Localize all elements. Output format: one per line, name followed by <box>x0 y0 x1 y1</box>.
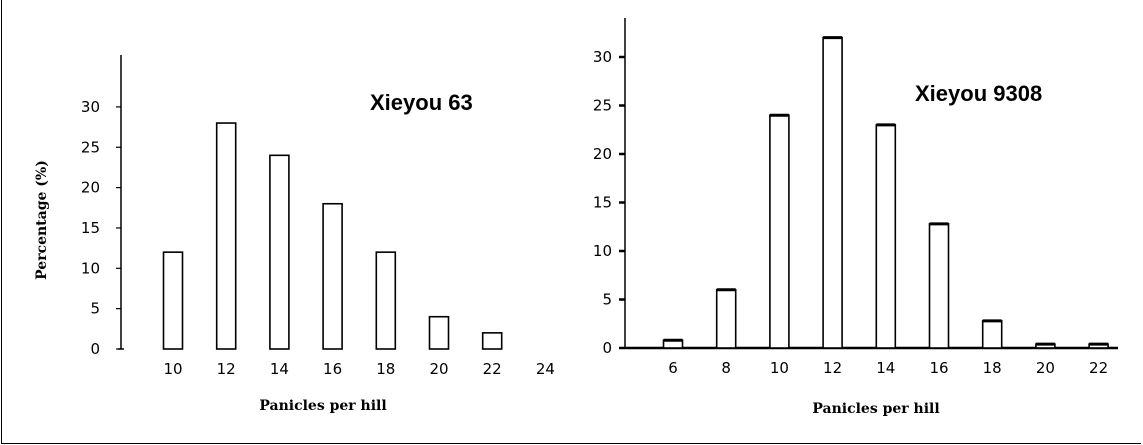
chart-2-x-tick-label: 18 <box>983 359 1002 377</box>
chart-1-bar-20 <box>428 315 450 350</box>
chart-2-bar-10 <box>769 114 790 349</box>
chart-1-x-tick-label: 14 <box>270 360 289 378</box>
chart-1-x-tick-label: 10 <box>163 360 182 378</box>
chart-1-x-tick-label: 18 <box>376 360 395 378</box>
chart-1-x-tick-label: 12 <box>217 360 236 378</box>
chart-2: 051015202530681012141618202224 <box>593 18 1143 377</box>
chart-1-bar-12 <box>215 122 237 350</box>
chart-1-bar-18 <box>375 251 397 350</box>
chart-2-y-tick-label: 20 <box>593 145 612 163</box>
chart-2-bar-18 <box>981 320 1003 349</box>
chart-2-y-tick-label: 30 <box>593 48 612 66</box>
chart-1-y-tick-label: 20 <box>81 179 100 197</box>
chart-1-title: Xieyou 63 <box>370 90 473 115</box>
chart-2-bar-8 <box>715 288 737 349</box>
chart-2-x-tick-label: 12 <box>823 359 842 377</box>
chart-2-x-tick-label: 6 <box>668 359 678 377</box>
chart-2-y-tick-label: 5 <box>602 291 612 309</box>
chart-1: 0 5 10 15 20 25 30 10 12 14 16 18 20 22 24 <box>81 55 555 378</box>
chart-2-title: Xieyou 9308 <box>915 81 1042 106</box>
chart-1-y-tick-label: 5 <box>90 300 100 318</box>
chart-1-xlabel: Panicles per hill <box>259 398 386 414</box>
chart-1-y-tick-label: 10 <box>81 259 100 277</box>
chart-1-bar-10 <box>162 251 184 350</box>
chart-1-y-tick-label: 15 <box>81 219 100 237</box>
chart-2-x-tick-label: 14 <box>876 359 895 377</box>
chart-1-x-tick-label: 22 <box>483 360 502 378</box>
chart-2-y-tick-label: 15 <box>593 194 612 212</box>
chart-2-x-tick-label: 20 <box>1036 359 1055 377</box>
chart-1-bar-14 <box>269 154 290 350</box>
chart-1-bar-22 <box>481 332 503 350</box>
chart-2-bar-14 <box>875 124 897 349</box>
chart-1-x-tick-label: 16 <box>323 360 342 378</box>
chart-2-bar-12 <box>822 36 843 349</box>
chart-1-x-tick-label: 20 <box>429 360 448 378</box>
chart-1-ylabel: Percentage (%) <box>34 160 50 280</box>
chart-2-y-tick-label: 0 <box>602 339 612 357</box>
chart-2-x-tick-label: 16 <box>929 359 948 377</box>
chart-2-x-tick-label: 10 <box>770 359 789 377</box>
chart-1-y-tick-label: 25 <box>81 138 100 156</box>
chart-1-y-tick-label: 30 <box>81 98 100 116</box>
chart-1-bar-16 <box>322 202 343 350</box>
chart-2-y-tick-label: 25 <box>593 97 612 115</box>
chart-2-y-tick-label: 10 <box>593 242 612 260</box>
chart-1-x-tick-label: 24 <box>536 360 555 378</box>
chart-2-x-tick-label: 22 <box>1089 359 1108 377</box>
chart-2-x-tick-label: 8 <box>721 359 731 377</box>
chart-1-y-tick-label: 0 <box>90 340 100 358</box>
chart-2-bar-16 <box>928 223 950 349</box>
chart-2-xlabel: Panicles per hill <box>812 401 939 417</box>
